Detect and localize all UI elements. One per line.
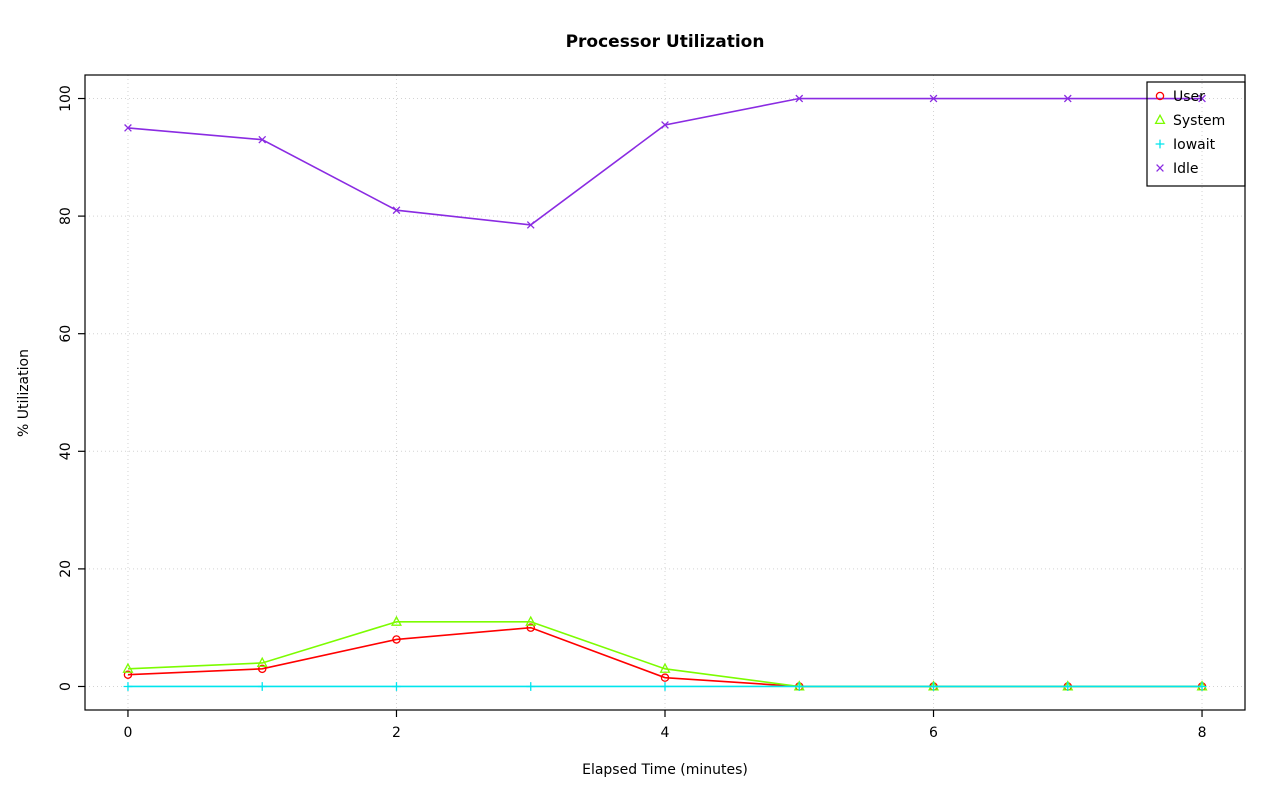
svg-text:User: User <box>1173 89 1205 105</box>
svg-text:20: 20 <box>58 560 74 578</box>
svg-text:System: System <box>1173 113 1225 129</box>
svg-text:100: 100 <box>58 85 74 112</box>
grid <box>85 75 1245 710</box>
svg-text:0: 0 <box>58 682 74 691</box>
series-Iowait <box>123 682 1207 691</box>
svg-text:Idle: Idle <box>1173 161 1199 177</box>
chart-title: Processor Utilization <box>565 32 765 52</box>
svg-text:0: 0 <box>124 725 133 741</box>
svg-text:4: 4 <box>661 725 670 741</box>
svg-text:80: 80 <box>58 207 74 225</box>
legend: User System Iowait Idle <box>1146 81 1246 187</box>
svg-text:40: 40 <box>58 442 74 460</box>
series-User <box>123 623 1207 691</box>
series-Idle <box>124 94 1206 229</box>
svg-text:6: 6 <box>929 725 938 741</box>
x-axis-label: Elapsed Time (minutes) <box>582 762 748 778</box>
svg-text:2: 2 <box>392 725 401 741</box>
svg-text:8: 8 <box>1198 725 1207 741</box>
svg-text:Iowait: Iowait <box>1173 137 1216 153</box>
svg-text:60: 60 <box>58 325 74 343</box>
